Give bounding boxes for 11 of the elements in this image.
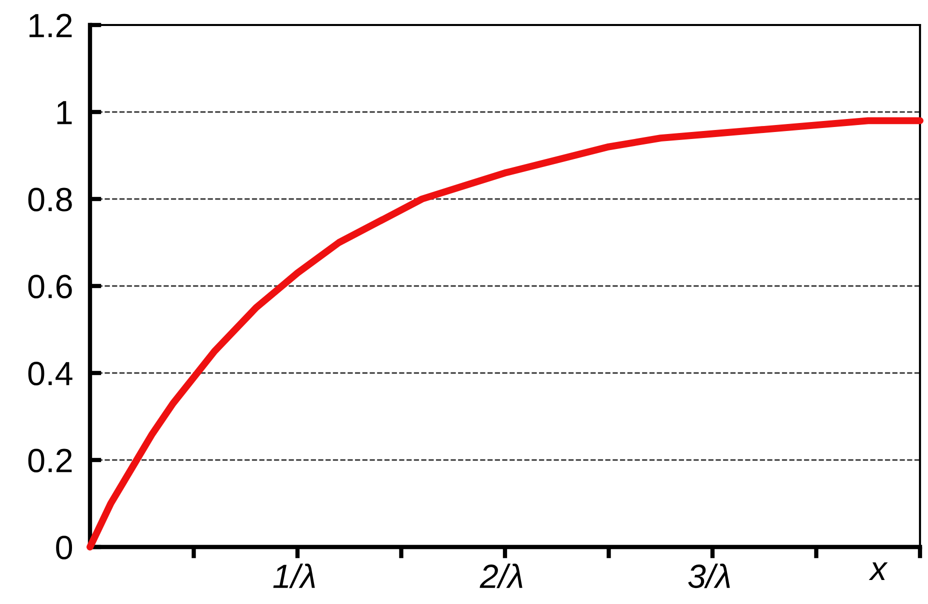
y-tick-label: 1 — [57, 101, 72, 124]
x-tick-label: 2/λ — [480, 564, 522, 588]
y-tick-label: 0.4 — [28, 362, 72, 386]
y-tick-label: 0.8 — [28, 188, 72, 212]
y-tick-label: 1.2 — [30, 14, 72, 38]
x-axis-title: x — [868, 562, 888, 580]
y-tick-label: 0.2 — [28, 448, 72, 472]
x-tick-label: 3/λ — [688, 564, 730, 588]
y-tick-label: 0 — [56, 536, 72, 560]
y-tick-label: 0.6 — [28, 274, 72, 298]
x-tick-label: 1/λ — [273, 564, 315, 588]
